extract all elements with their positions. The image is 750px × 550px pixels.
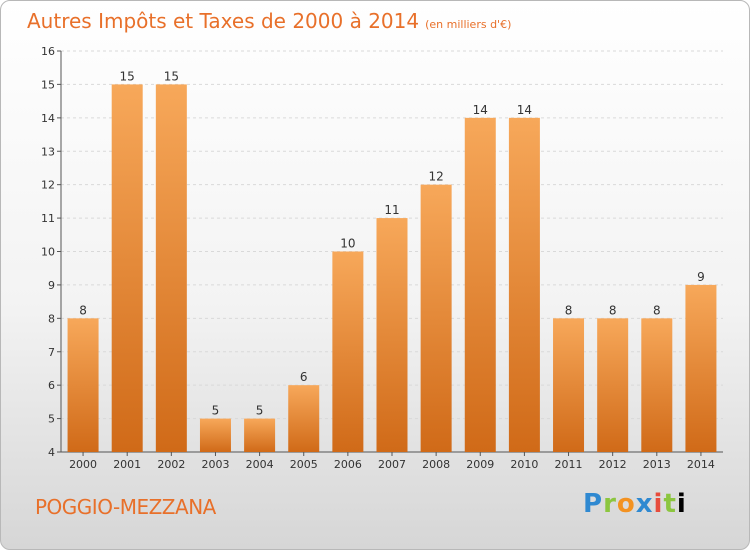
value-label-2008: 12 <box>428 170 443 184</box>
bars <box>67 84 717 453</box>
y-tick-label: 15 <box>41 78 55 91</box>
y-tick-label: 4 <box>48 446 55 459</box>
y-tick-label: 13 <box>41 145 55 158</box>
bar-2000 <box>67 318 99 452</box>
y-tick-label: 6 <box>48 379 55 392</box>
x-axis: 2000 2001 2002 2003 2004 2005 2006 2007 2008 2009… <box>61 451 723 471</box>
x-tick-label-2014: 2014 <box>687 458 715 471</box>
bar-2010 <box>508 117 540 452</box>
chart-title-text: Autres Impôts et Taxes de 2000 à 2014 <box>27 9 420 33</box>
place-name: POGGIO-MEZZANA <box>35 495 216 519</box>
bar-2007 <box>376 218 408 452</box>
bar-2011 <box>553 318 585 452</box>
x-tick-label-2005: 2005 <box>290 458 318 471</box>
value-label-2006: 10 <box>340 237 355 251</box>
bar-2006 <box>332 251 364 452</box>
bar-2014 <box>685 284 717 452</box>
x-tick-label-2010: 2010 <box>510 458 538 471</box>
value-label-2000: 8 <box>79 303 87 317</box>
bar-2003 <box>199 418 231 452</box>
x-tick-label-2000: 2000 <box>69 458 97 471</box>
bar-2004 <box>244 418 276 452</box>
value-label-2003: 5 <box>212 404 220 418</box>
bar-2008 <box>420 184 452 452</box>
value-label-2010: 14 <box>517 103 532 117</box>
value-label-2014: 9 <box>697 270 705 284</box>
y-tick-label: 8 <box>48 312 55 325</box>
x-tick-label-2008: 2008 <box>422 458 450 471</box>
value-label-2005: 6 <box>300 370 308 384</box>
value-label-2012: 8 <box>609 303 617 317</box>
value-label-2007: 11 <box>384 203 399 217</box>
bar-2005 <box>288 385 320 452</box>
bar-2009 <box>464 117 496 452</box>
chart-title: Autres Impôts et Taxes de 2000 à 2014 (en… <box>27 9 511 33</box>
x-tick-label-2001: 2001 <box>113 458 141 471</box>
y-tick-label: 10 <box>41 246 55 259</box>
y-tick-label: 16 <box>41 45 55 58</box>
bar-2002 <box>155 84 187 453</box>
value-label-2011: 8 <box>565 303 573 317</box>
x-tick-label-2012: 2012 <box>599 458 627 471</box>
x-tick-label-2003: 2003 <box>201 458 229 471</box>
bar-2012 <box>597 318 629 452</box>
x-tick-label-2006: 2006 <box>334 458 362 471</box>
y-tick-label: 12 <box>41 179 55 192</box>
y-tick-label: 5 <box>48 413 55 426</box>
y-tick-label: 11 <box>41 212 55 225</box>
x-tick-label-2002: 2002 <box>157 458 185 471</box>
y-axis: 4 5 6 7 8 9 10 11 12 13 14 15 16 <box>41 45 62 459</box>
value-label-2001: 15 <box>120 69 135 83</box>
value-labels: 8 15 15 5 5 6 10 11 12 14 14 8 8 8 9 <box>79 69 705 417</box>
bar-2013 <box>641 318 673 452</box>
value-label-2013: 8 <box>653 303 661 317</box>
bar-2001 <box>111 84 143 453</box>
y-tick-label: 7 <box>48 346 55 359</box>
y-tick-label: 14 <box>41 112 55 125</box>
y-tick-label: 9 <box>48 279 55 292</box>
x-tick-label-2009: 2009 <box>466 458 494 471</box>
x-tick-label-2007: 2007 <box>378 458 406 471</box>
value-label-2004: 5 <box>256 404 264 418</box>
value-label-2002: 15 <box>164 69 179 83</box>
chart-subtitle: (en milliers d'€) <box>425 18 512 31</box>
x-tick-label-2004: 2004 <box>246 458 274 471</box>
x-tick-label-2013: 2013 <box>643 458 671 471</box>
proxiti-logo: Proxiti <box>583 489 687 519</box>
value-label-2009: 14 <box>473 103 488 117</box>
x-tick-label-2011: 2011 <box>555 458 583 471</box>
